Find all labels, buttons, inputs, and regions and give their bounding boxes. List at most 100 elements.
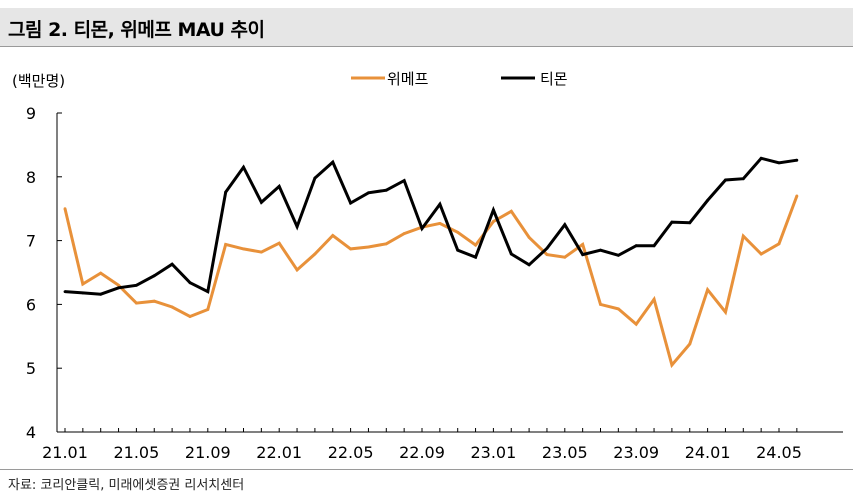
- series-line-0: [63, 195, 799, 369]
- data-point: [474, 243, 477, 247]
- data-point: [384, 188, 388, 192]
- y-tick-label: 9: [26, 104, 36, 123]
- data-point: [581, 253, 585, 257]
- data-point: [170, 262, 174, 266]
- data-point: [616, 253, 620, 257]
- x-tick-label: 21.01: [42, 443, 88, 462]
- data-point: [599, 248, 602, 252]
- x-tick-label: 24.05: [756, 443, 802, 462]
- y-axis-unit-label: (백만명): [12, 72, 65, 90]
- data-point: [402, 179, 406, 183]
- data-point: [509, 252, 513, 256]
- y-tick-label: 5: [26, 359, 36, 378]
- data-point: [63, 207, 67, 211]
- data-point: [81, 282, 85, 286]
- data-point: [652, 297, 656, 301]
- data-point: [81, 291, 85, 295]
- data-point: [242, 165, 245, 169]
- data-point: [456, 230, 460, 234]
- data-point: [509, 209, 513, 213]
- data-point: [724, 178, 727, 182]
- data-point: [277, 241, 281, 245]
- data-point: [527, 263, 531, 267]
- data-point: [438, 221, 442, 225]
- data-point: [313, 176, 317, 180]
- data-point: [599, 303, 602, 306]
- x-tick-label: 23.05: [542, 443, 588, 462]
- data-point: [741, 234, 745, 238]
- data-point: [474, 255, 477, 259]
- page-title: 그림 2. 티몬, 위메프 MAU 추이: [8, 19, 265, 41]
- data-point: [724, 310, 727, 314]
- data-point: [349, 201, 352, 205]
- data-point: [99, 271, 103, 275]
- data-point: [135, 283, 138, 287]
- x-tick-label: 22.09: [399, 443, 445, 462]
- data-point: [295, 225, 299, 228]
- data-point: [367, 245, 370, 249]
- data-point: [259, 250, 263, 254]
- data-point: [777, 161, 781, 165]
- title-bar: 그림 2. 티몬, 위메프 MAU 추이: [0, 8, 853, 47]
- source-note: 자료: 코리안클릭, 미래에셋증권 리서치센터: [8, 478, 245, 493]
- chart-series: [63, 156, 799, 369]
- data-point: [188, 315, 192, 318]
- data-point: [545, 253, 549, 257]
- legend-label: 위메프: [387, 70, 429, 88]
- data-point: [563, 223, 567, 227]
- data-point: [706, 199, 709, 202]
- x-tick-label: 21.05: [113, 443, 159, 462]
- data-point: [402, 232, 406, 235]
- data-point: [117, 283, 120, 287]
- data-point: [331, 160, 335, 164]
- data-point: [99, 292, 103, 296]
- x-tick-label: 22.05: [328, 443, 374, 462]
- data-point: [188, 281, 192, 285]
- data-point: [170, 305, 174, 309]
- y-tick-label: 8: [26, 168, 36, 187]
- data-point: [581, 243, 585, 246]
- data-point: [438, 202, 442, 206]
- data-point: [616, 307, 620, 311]
- data-point: [206, 290, 210, 294]
- data-point: [688, 221, 692, 225]
- data-point: [295, 268, 299, 272]
- data-point: [331, 234, 335, 237]
- y-tick-label: 7: [26, 232, 36, 251]
- data-point: [795, 158, 799, 162]
- data-point: [706, 288, 709, 292]
- data-point: [545, 246, 549, 250]
- data-point: [634, 244, 638, 248]
- data-point: [63, 290, 67, 294]
- data-point: [456, 248, 460, 252]
- data-point: [206, 308, 210, 311]
- data-point: [795, 194, 799, 198]
- data-point: [777, 242, 781, 246]
- data-point: [741, 177, 745, 181]
- data-point: [759, 252, 763, 256]
- x-tick-label: 22.01: [256, 443, 302, 462]
- data-point: [135, 301, 138, 305]
- data-point: [224, 190, 228, 194]
- data-point: [759, 156, 763, 160]
- data-point: [117, 286, 120, 290]
- data-point: [652, 244, 656, 248]
- data-point: [242, 247, 245, 251]
- data-point: [277, 184, 281, 188]
- source-divider: [0, 469, 853, 470]
- data-point: [670, 363, 674, 367]
- data-point: [384, 242, 388, 246]
- data-point: [670, 220, 674, 224]
- x-tick-label: 23.09: [613, 443, 659, 462]
- y-tick-label: 6: [26, 295, 36, 314]
- data-point: [313, 252, 317, 256]
- data-point: [634, 322, 638, 326]
- chart-axes: 4 5 6 7 8 9 21.01 21.05 21.09 22.01 22.05 22.09 23.0…: [26, 104, 843, 462]
- chart-legend: 위메프 티몬: [351, 70, 568, 88]
- data-point: [527, 236, 531, 239]
- series-line-1: [64, 156, 798, 296]
- x-tick-label: 23.01: [470, 443, 516, 462]
- data-point: [492, 208, 495, 212]
- data-point: [563, 255, 567, 259]
